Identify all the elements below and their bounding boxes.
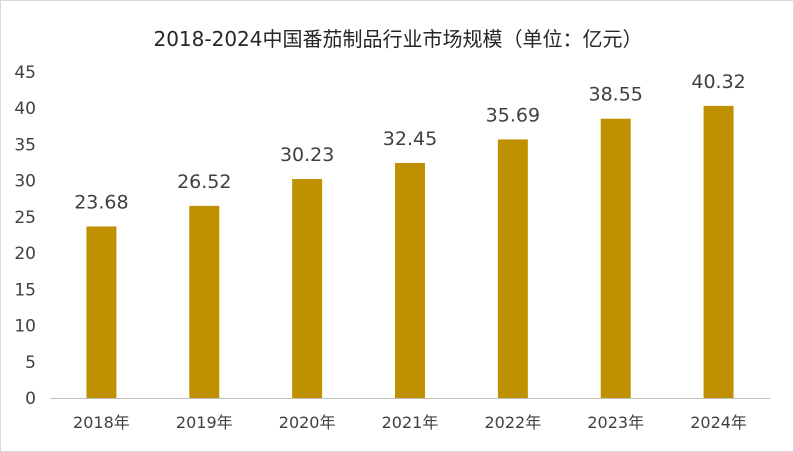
y-axis: 0 5 10 15 20 25 30 35 40 45 [14, 63, 36, 409]
x-tick-label: 2019年 [176, 413, 233, 432]
bar-value-label: 23.68 [74, 191, 128, 213]
bar-value-label: 35.69 [486, 104, 540, 126]
y-tick-label: 15 [14, 280, 36, 300]
bar-value-label: 40.32 [691, 71, 745, 93]
bar-value-label: 30.23 [280, 144, 334, 166]
y-tick-label: 30 [14, 172, 36, 192]
x-axis: 2018年 2019年 2020年 2021年 2022年 2023年 2024年 [73, 413, 747, 432]
x-tick-label: 2021年 [382, 413, 439, 432]
bar [395, 162, 425, 398]
x-tick-label: 2023年 [587, 413, 644, 432]
bar-value-label: 38.55 [589, 84, 643, 106]
x-tick-label: 2024年 [690, 413, 747, 432]
bar [703, 105, 734, 399]
y-tick-label: 40 [14, 99, 36, 119]
y-tick-label: 20 [14, 244, 36, 264]
chart-title: 2018-2024中国番茄制品行业市场规模（单位：亿元） [153, 27, 643, 51]
bar-value-label: 26.52 [177, 171, 231, 193]
y-tick-label: 35 [14, 135, 36, 155]
bar [292, 179, 323, 398]
value-labels: 23.68 26.52 30.23 32.45 35.69 38.55 40.32 [74, 71, 746, 214]
y-tick-label: 0 [25, 389, 36, 409]
y-tick-label: 25 [14, 208, 36, 228]
bar [189, 205, 220, 398]
y-tick-label: 5 [25, 353, 36, 373]
y-tick-label: 45 [14, 63, 36, 83]
bars [86, 105, 734, 399]
x-tick-label: 2022年 [484, 413, 541, 432]
y-tick-label: 10 [14, 317, 36, 337]
x-tick-label: 2020年 [279, 413, 336, 432]
bar [600, 118, 631, 398]
x-tick-label: 2018年 [73, 413, 130, 432]
bar [86, 226, 117, 398]
bar-value-label: 32.45 [383, 128, 437, 150]
bar [497, 139, 528, 398]
